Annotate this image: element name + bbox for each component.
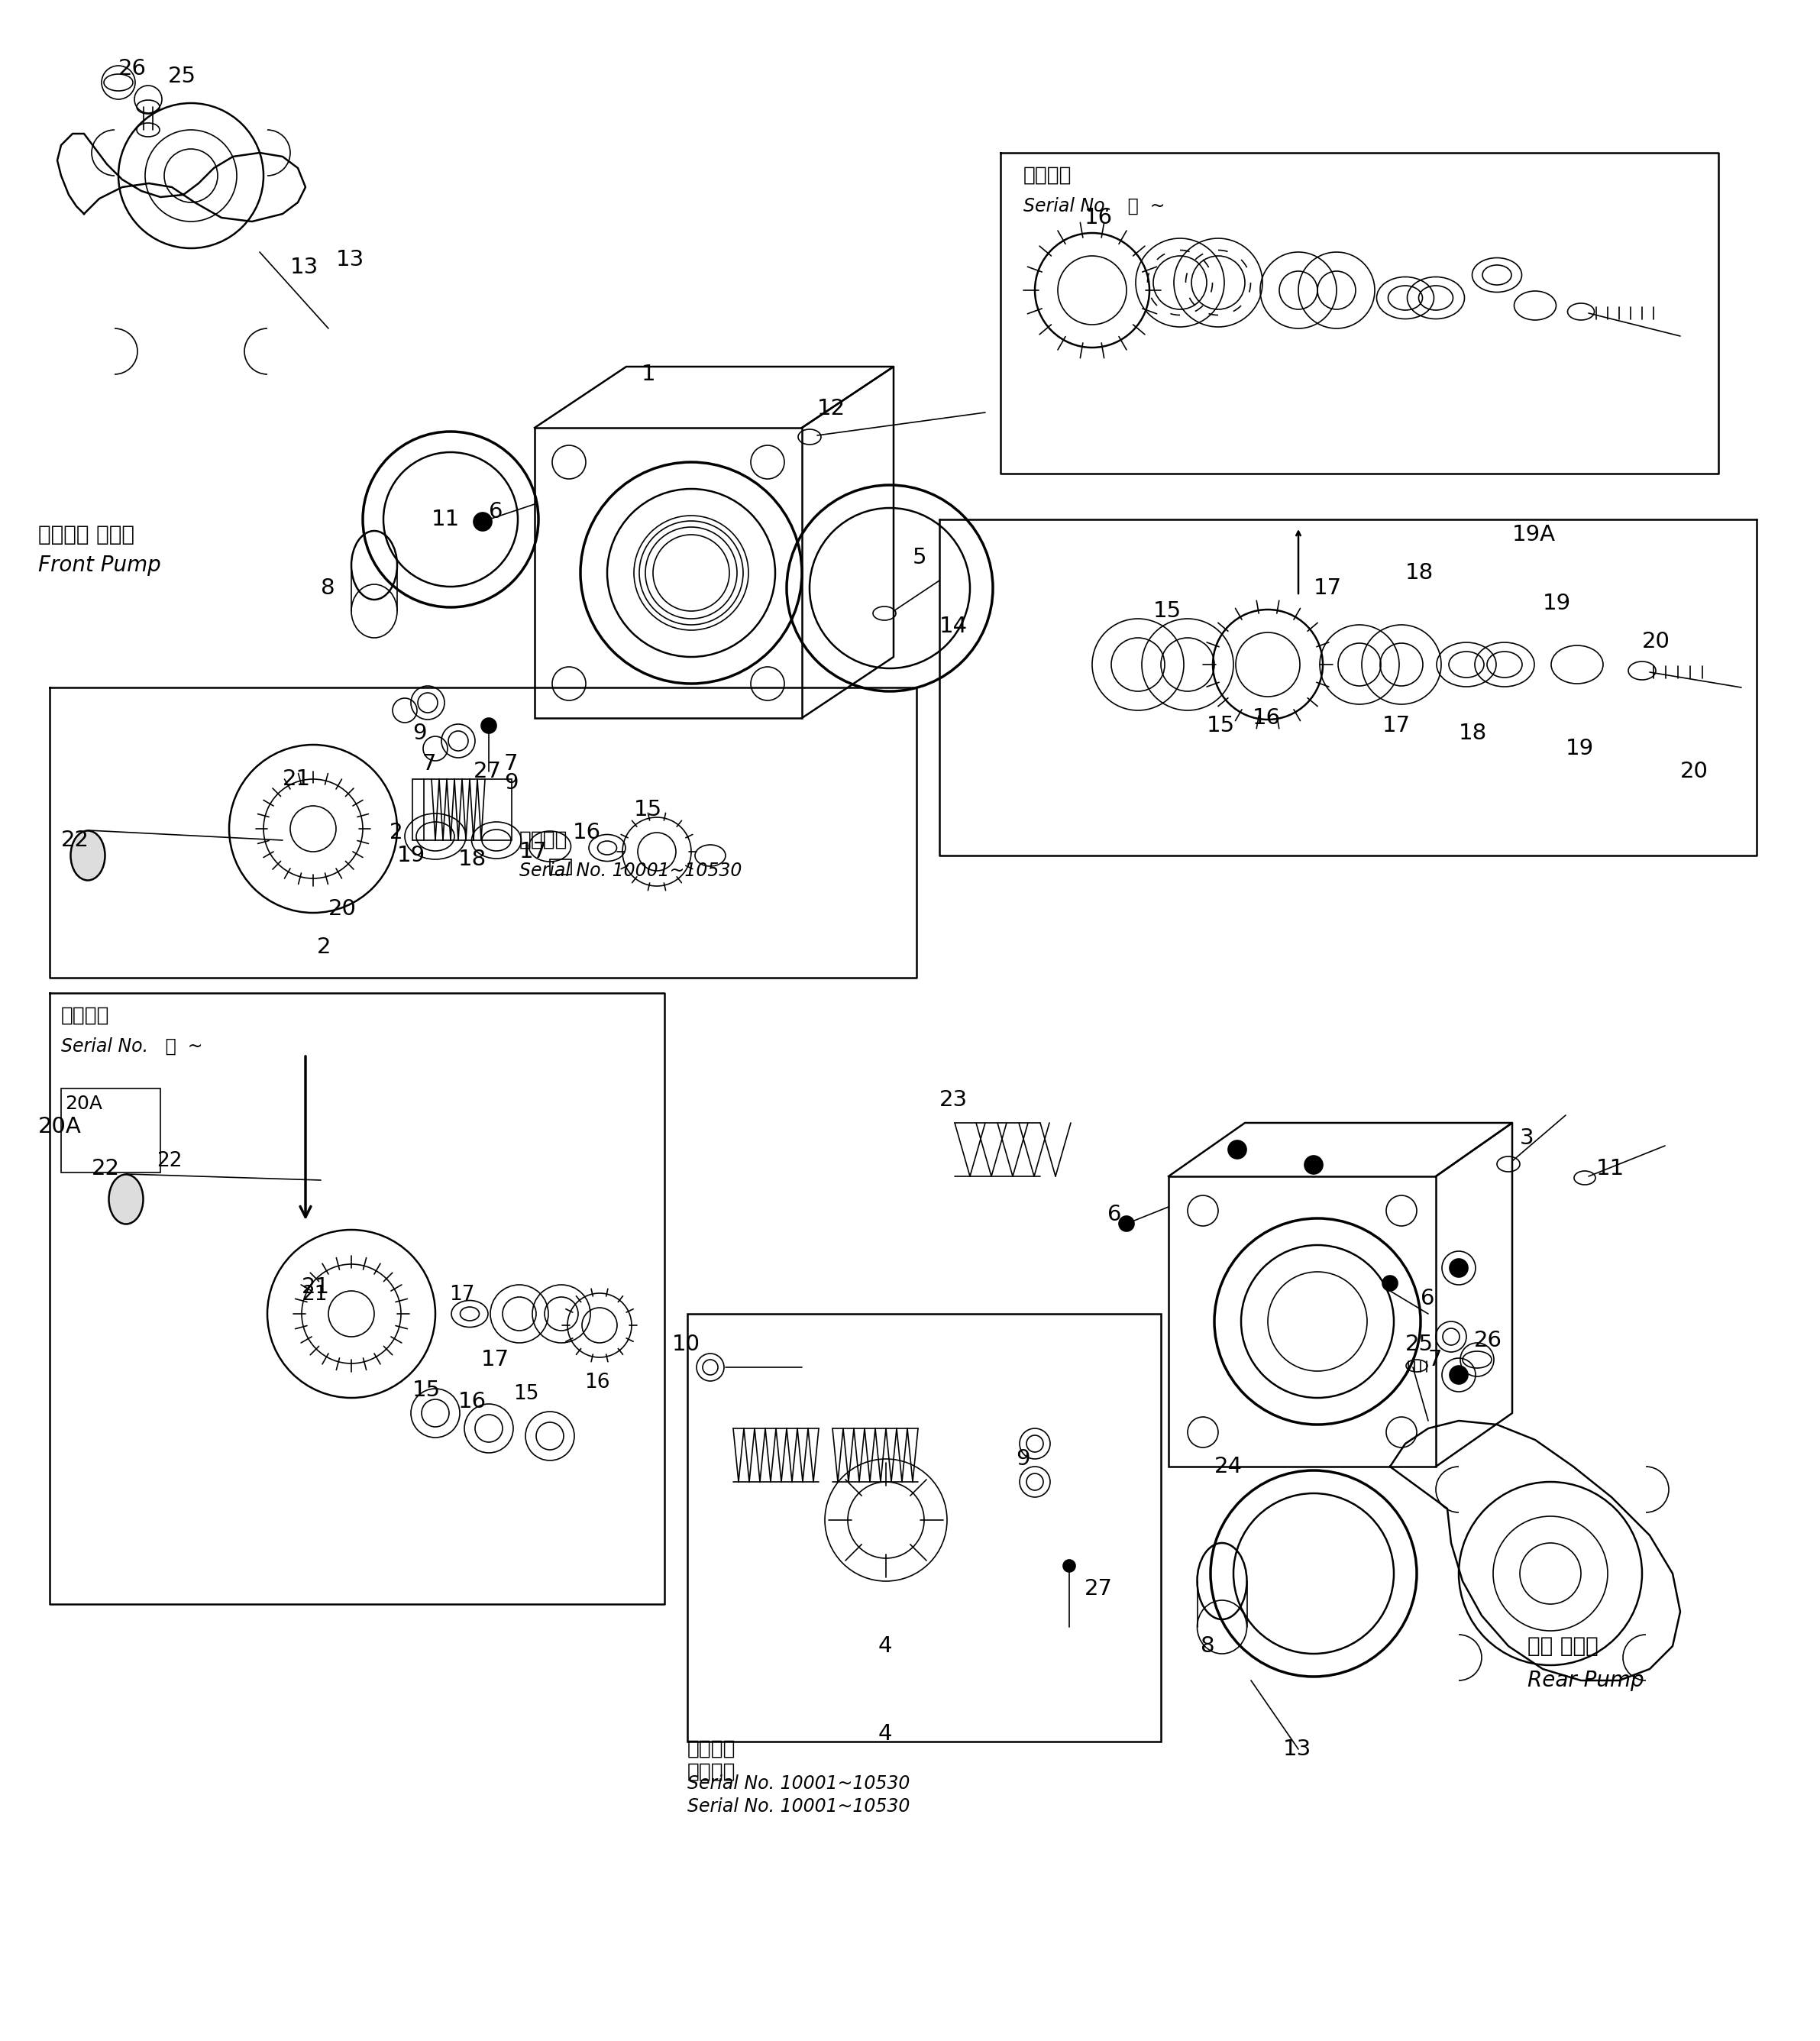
Text: 23: 23 [939,1090,968,1110]
Text: 21: 21 [302,1284,328,1304]
Text: Serial No.   ・  ~: Serial No. ・ ~ [62,1037,202,1055]
Text: 19: 19 [397,845,426,865]
Circle shape [480,718,497,733]
Text: 13: 13 [337,249,364,269]
Text: 7: 7 [504,753,519,774]
Text: 18: 18 [459,849,486,869]
Text: 13: 13 [289,257,318,278]
Text: 適用号機: 適用号機 [688,1739,735,1759]
Circle shape [473,512,491,531]
Text: 4: 4 [879,1635,892,1657]
Text: 6: 6 [1107,1204,1121,1225]
Text: 18: 18 [1460,723,1487,745]
Text: 13: 13 [1283,1739,1312,1759]
Text: 26: 26 [1474,1331,1501,1351]
Ellipse shape [71,831,106,880]
Text: 11: 11 [431,508,460,531]
Text: 2: 2 [317,937,331,957]
Text: 適用号機: 適用号機 [62,1006,109,1027]
Circle shape [1063,1559,1076,1572]
Text: 7: 7 [1429,1349,1441,1370]
Text: 適用号機: 適用号機 [1023,165,1072,186]
Text: Serial No. 10001~10530: Serial No. 10001~10530 [688,1774,910,1792]
Circle shape [1449,1365,1469,1384]
Text: 9: 9 [504,771,519,794]
Text: 12: 12 [817,398,846,418]
Bar [1168,1176,1436,1467]
Bar [413,780,511,841]
Text: 10: 10 [672,1333,701,1355]
Text: Rear Pump: Rear Pump [1527,1670,1643,1692]
Text: 21: 21 [302,1276,329,1298]
Text: 17: 17 [450,1284,475,1304]
Text: 15: 15 [1207,714,1236,737]
Text: 17: 17 [519,841,548,863]
Text: Serial No. 10001~10530: Serial No. 10001~10530 [519,861,743,880]
Text: 4: 4 [879,1723,892,1745]
Text: 11: 11 [1596,1157,1625,1180]
Circle shape [1119,1216,1134,1231]
Text: 9: 9 [1016,1449,1030,1470]
Text: 8: 8 [320,578,335,598]
Text: 26: 26 [118,57,147,80]
Text: 19: 19 [1565,739,1594,759]
Text: 2: 2 [389,823,402,843]
Circle shape [1228,1141,1247,1159]
Text: 20: 20 [1680,761,1709,782]
Bar [550,859,571,876]
Text: 17: 17 [480,1349,510,1370]
Text: 19: 19 [1543,592,1571,614]
Text: Serial No.   ・  ~: Serial No. ・ ~ [1023,198,1165,216]
Text: 25: 25 [167,65,197,88]
Text: フロント ポンプ: フロント ポンプ [38,525,135,545]
Circle shape [1383,1276,1398,1290]
Text: 20: 20 [328,898,357,920]
Text: 適用号機: 適用号機 [688,1761,735,1782]
Ellipse shape [109,1174,144,1225]
Text: 14: 14 [939,616,968,637]
Text: 16: 16 [584,1374,610,1392]
Text: 16: 16 [1252,708,1281,729]
Text: 22: 22 [62,829,89,851]
Text: 16: 16 [573,823,601,843]
Text: 27: 27 [473,761,502,782]
Text: 3: 3 [1520,1127,1534,1149]
Text: 6: 6 [1421,1288,1434,1308]
Text: 9: 9 [413,723,426,745]
Text: 6: 6 [490,502,502,522]
Circle shape [1449,1259,1469,1278]
Text: 22: 22 [157,1151,182,1172]
Text: リヤ ポンプ: リヤ ポンプ [1527,1635,1598,1657]
Bar [688,1314,1161,1741]
Text: 7: 7 [422,753,437,774]
Text: 20A: 20A [66,1094,102,1112]
Circle shape [1305,1155,1323,1174]
Text: 15: 15 [633,798,662,820]
Text: 17: 17 [1314,578,1341,598]
Text: 25: 25 [1405,1333,1434,1355]
Text: 20A: 20A [38,1116,82,1137]
Text: 24: 24 [1214,1455,1243,1478]
Text: 27: 27 [1085,1578,1112,1600]
Text: 適用号機: 適用号機 [519,831,568,851]
Text: 15: 15 [413,1380,440,1400]
Text: Serial No. 10001~10530: Serial No. 10001~10530 [688,1798,910,1816]
Text: 19A: 19A [1512,525,1556,545]
Text: 1: 1 [641,363,655,386]
Text: 5: 5 [912,547,926,567]
Text: 16: 16 [1085,206,1112,229]
Text: 15: 15 [1154,600,1181,623]
Bar [535,429,803,718]
Text: 22: 22 [91,1157,120,1180]
Text: 18: 18 [1405,561,1434,584]
Text: Front Pump: Front Pump [38,555,160,576]
Text: 16: 16 [459,1392,486,1412]
Text: 8: 8 [1201,1635,1214,1657]
Text: 21: 21 [282,767,311,790]
Text: 17: 17 [1383,714,1410,737]
Text: 20: 20 [1642,631,1671,653]
Text: 15: 15 [513,1384,539,1404]
Bar [62,1088,160,1172]
